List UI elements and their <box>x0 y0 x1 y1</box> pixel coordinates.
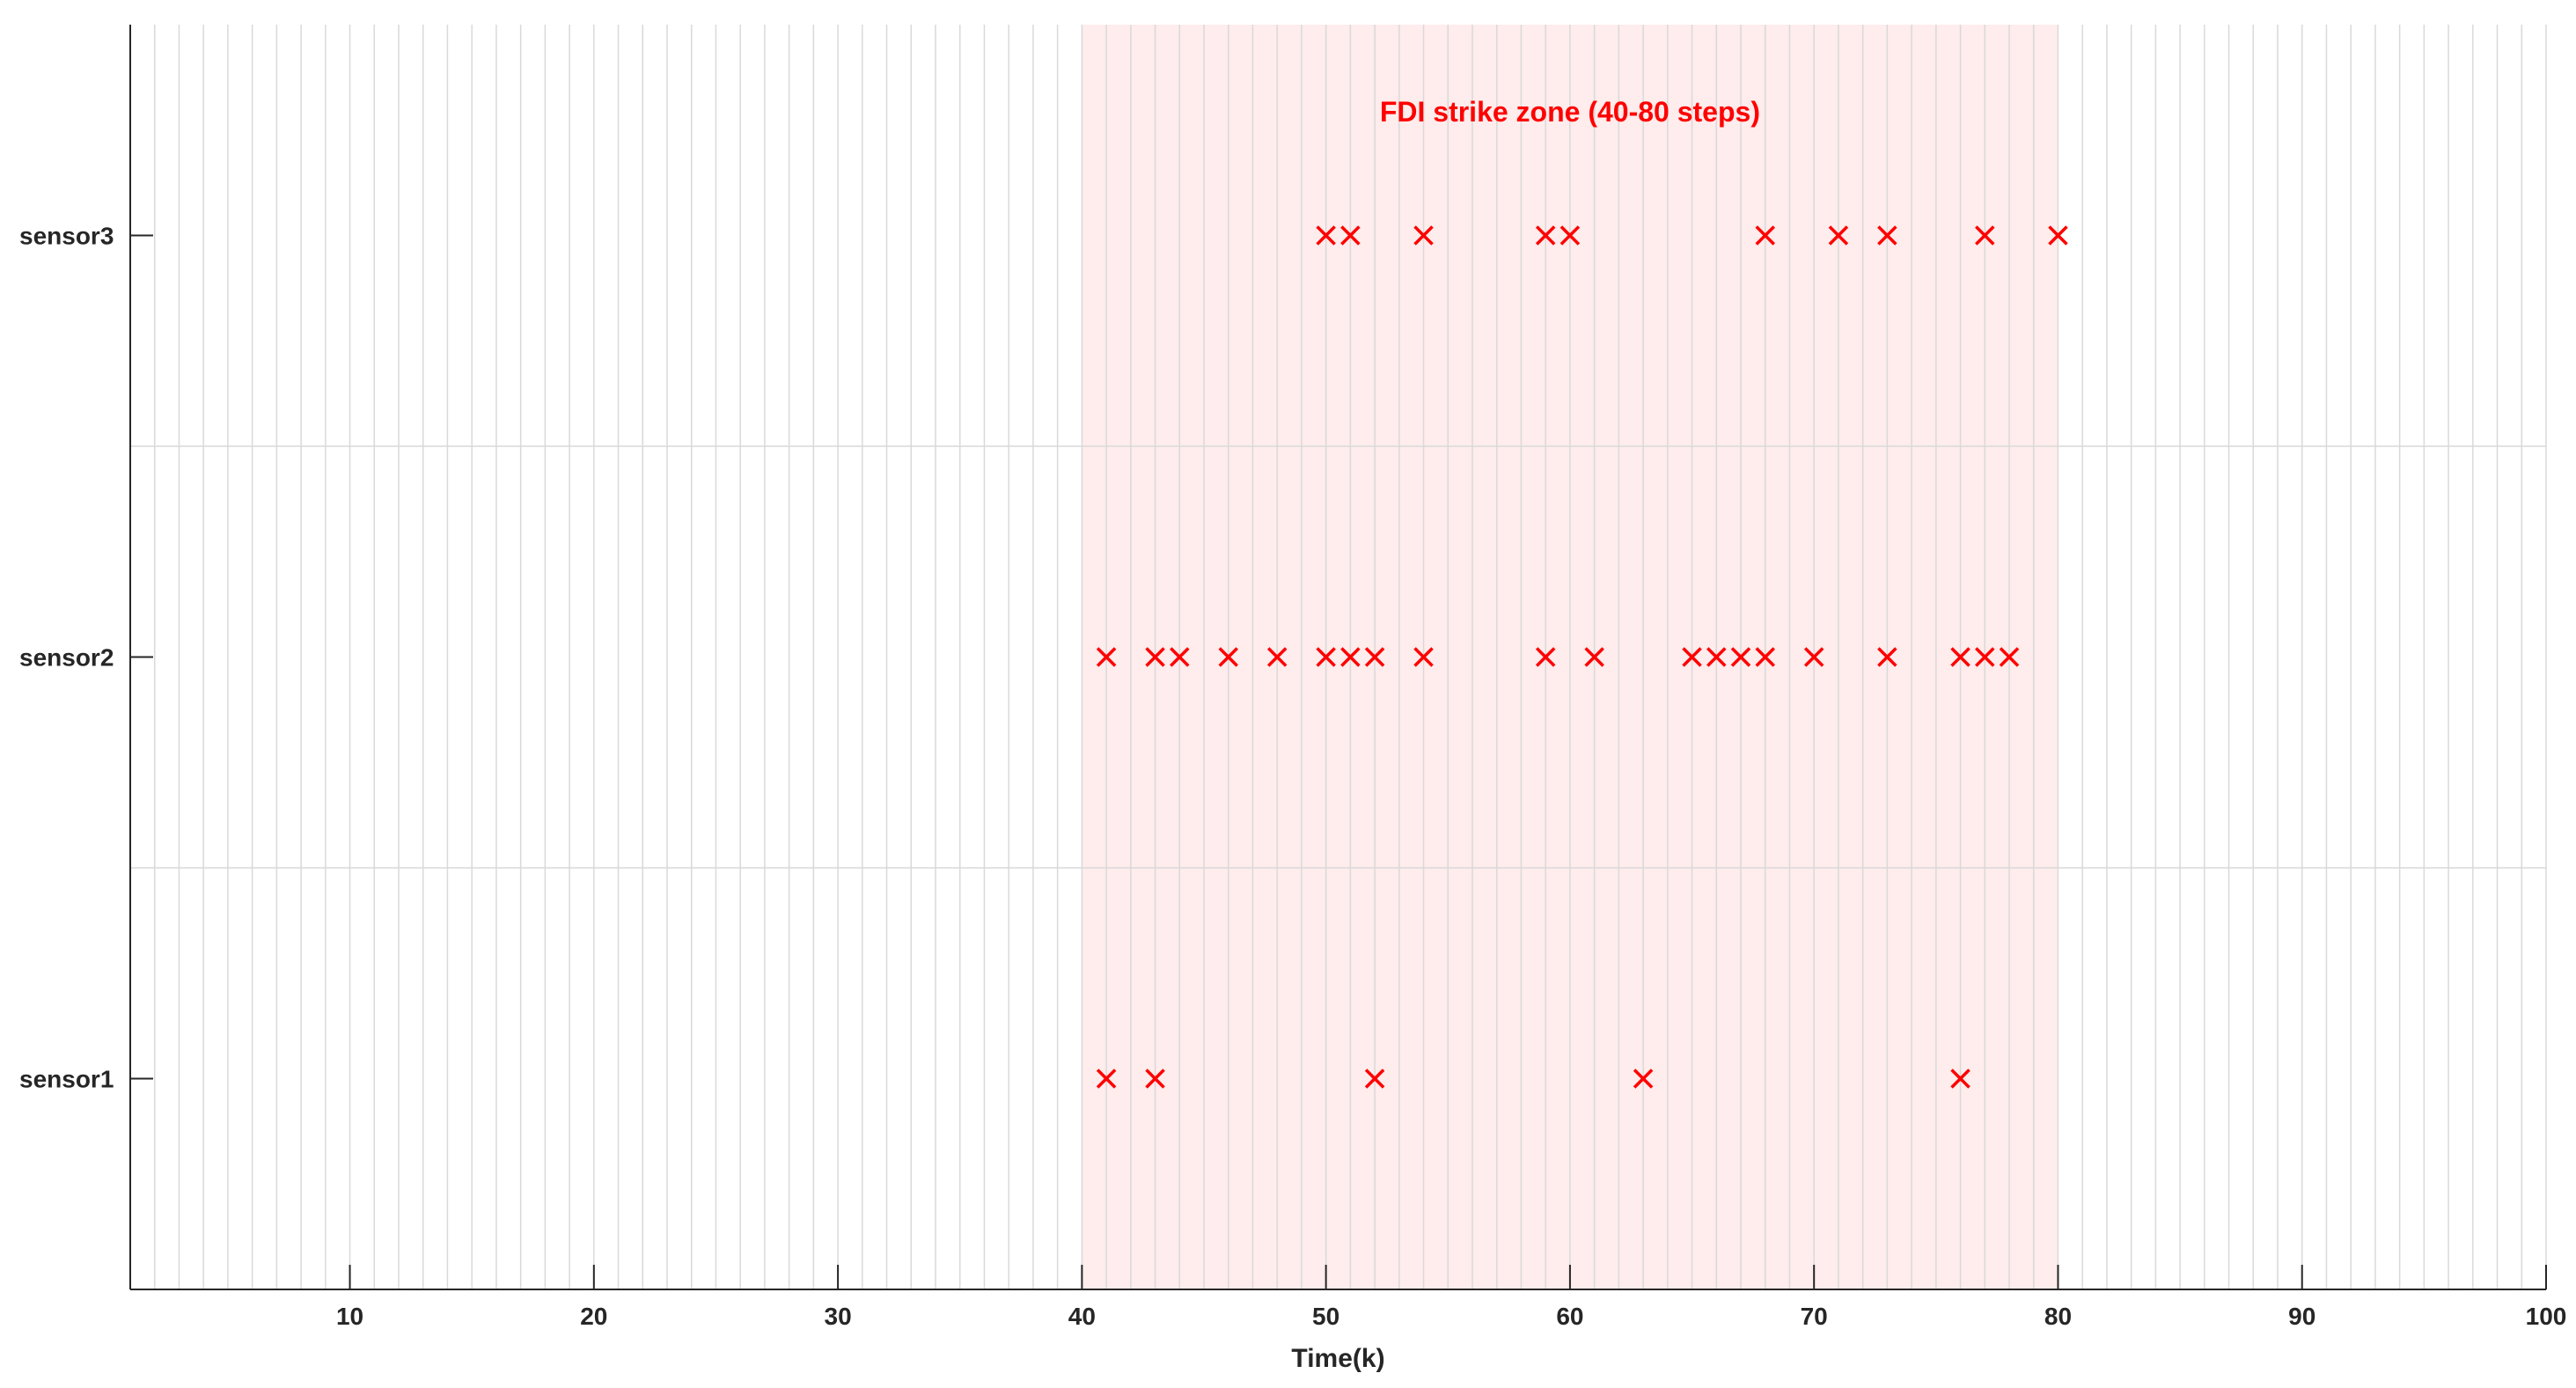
x-marker <box>1316 225 1336 246</box>
x-tick-label: 90 <box>2288 1303 2315 1330</box>
x-tick-label: 60 <box>1556 1303 1583 1330</box>
zone-label: FDI strike zone (40-80 steps) <box>1380 96 1760 128</box>
x-tick-label: 80 <box>2044 1303 2072 1330</box>
x-marker <box>1145 647 1165 667</box>
x-marker <box>1340 647 1361 667</box>
x-tick-label: 40 <box>1068 1303 1096 1330</box>
y-tick-label: sensor3 <box>19 223 114 250</box>
x-marker <box>1999 647 2020 667</box>
x-marker <box>1975 225 1995 246</box>
x-marker <box>1413 225 1434 246</box>
x-marker <box>1755 647 1775 667</box>
x-tick-label: 50 <box>1312 1303 1339 1330</box>
x-tick-label: 20 <box>580 1303 607 1330</box>
x-marker <box>1633 1069 1654 1089</box>
x-marker <box>1730 647 1751 667</box>
axis-layer: 10 20 30 40 50 60 70 80 90 100 sensor1 sensor2 senso… <box>19 25 2566 1330</box>
x-marker <box>1877 225 1897 246</box>
x-marker <box>1413 647 1434 667</box>
x-marker <box>1218 647 1238 667</box>
y-tick-label: sensor1 <box>19 1066 114 1093</box>
x-marker <box>1803 647 1824 667</box>
grid-layer <box>129 25 2547 1289</box>
x-marker <box>1828 225 1849 246</box>
x-marker <box>1266 647 1288 667</box>
x-marker <box>1364 1069 1385 1089</box>
x-marker <box>1096 1069 1117 1089</box>
y-tick-label: sensor2 <box>19 644 114 672</box>
x-marker <box>1096 647 1117 667</box>
x-marker <box>1340 225 1361 246</box>
x-marker <box>1877 647 1897 667</box>
x-marker <box>1316 647 1336 667</box>
x-marker <box>1682 647 1702 667</box>
x-marker <box>1560 225 1581 246</box>
x-marker <box>1950 1069 1971 1089</box>
x-marker <box>1535 647 1556 667</box>
x-marker <box>2048 225 2068 246</box>
x-tick-label: 100 <box>2526 1303 2567 1330</box>
x-axis-label: Time(k) <box>1291 1344 1384 1373</box>
x-tick-label: 10 <box>336 1303 363 1330</box>
x-marker <box>1364 647 1385 667</box>
x-tick-label: 30 <box>825 1303 852 1330</box>
x-marker <box>1950 647 1971 667</box>
x-marker <box>1755 225 1775 246</box>
x-marker <box>1145 1069 1165 1089</box>
x-marker <box>1584 647 1604 667</box>
marker-layer <box>1096 225 2068 1089</box>
x-marker <box>1706 647 1727 667</box>
x-marker <box>1170 647 1190 667</box>
x-marker <box>1535 225 1556 246</box>
x-tick-label: 70 <box>1801 1303 1828 1330</box>
x-marker <box>1975 647 1995 667</box>
